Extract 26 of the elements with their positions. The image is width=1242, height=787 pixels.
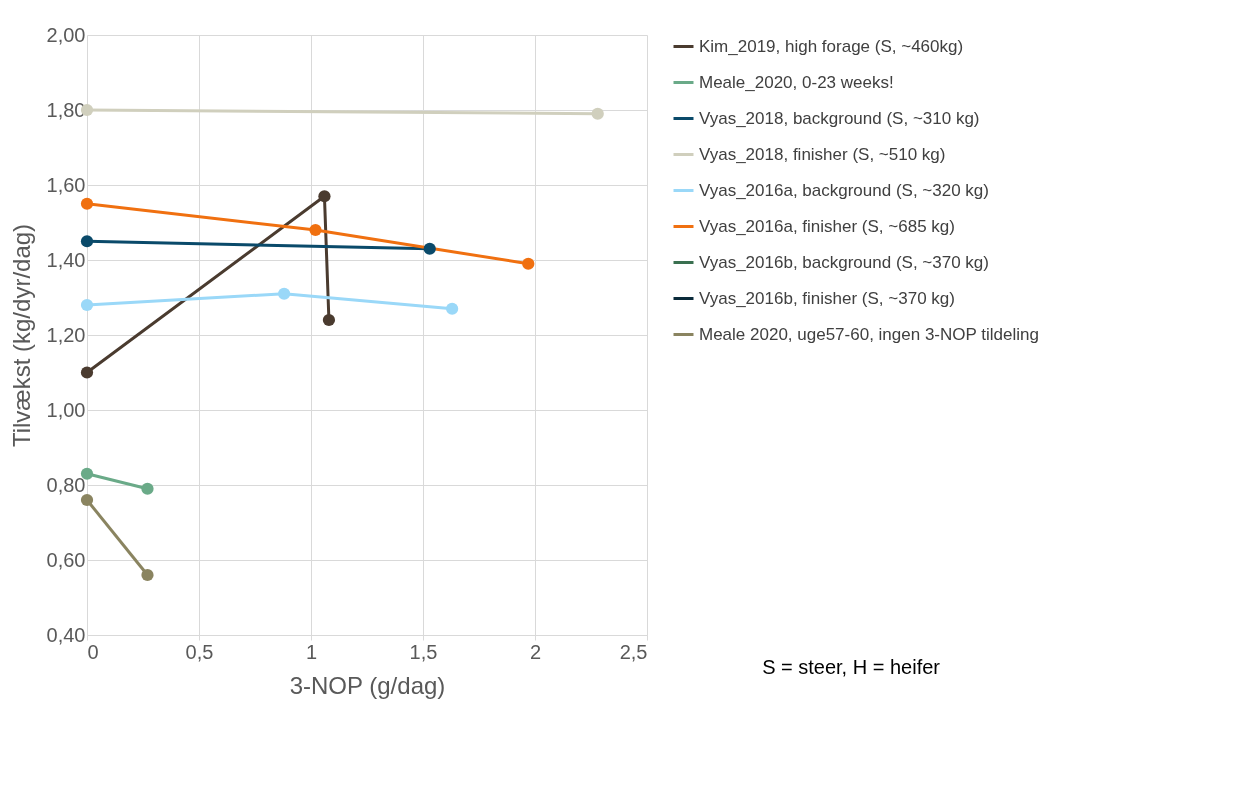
y-tick-label: 1,00 xyxy=(46,398,86,421)
legend-label: Meale 2020, uge57-60, ingen 3-NOP tildeling xyxy=(699,324,1039,344)
x-tick-label: 1,5 xyxy=(409,640,438,663)
y-tick-label: 1,60 xyxy=(46,173,86,196)
x-axis-title: 3-NOP (g/dag) xyxy=(289,671,446,699)
y-axis-title: Tilvækst (kg/dyr/dag) xyxy=(7,223,35,448)
x-tick-label: 2 xyxy=(529,640,542,663)
y-tick-label: 1,20 xyxy=(46,323,86,346)
legend-label: Meale_2020, 0-23 weeks! xyxy=(699,72,894,92)
x-tick-label: 0,5 xyxy=(185,640,214,663)
legend-label: Kim_2019, high forage (S, ~460kg) xyxy=(699,36,964,56)
y-tick-label: 0,40 xyxy=(46,623,86,646)
text: S = steer, H = heifer xyxy=(762,656,941,678)
y-tick-label: 1,40 xyxy=(46,248,86,271)
x-tick-label: 1 xyxy=(305,640,318,663)
legend-label: Vyas_2016b, finisher (S, ~370 kg) xyxy=(699,288,955,308)
y-tick-label: 0,80 xyxy=(46,473,86,496)
legend-label: Vyas_2016a, background (S, ~320 kg) xyxy=(699,180,989,200)
legend-label: Vyas_2018, finisher (S, ~510 kg) xyxy=(699,144,946,164)
y-tick-label: 0,60 xyxy=(46,548,86,571)
legend-label: Vyas_2016b, background (S, ~370 kg) xyxy=(699,252,989,272)
legend-label: Vyas_2018, background (S, ~310 kg) xyxy=(699,108,980,128)
x-tick-label: 0 xyxy=(87,640,99,663)
x-tick-label: 2,5 xyxy=(619,640,648,663)
legend-label: Vyas_2016a, finisher (S, ~685 kg) xyxy=(699,216,955,236)
y-tick-label: 2,00 xyxy=(46,23,86,46)
